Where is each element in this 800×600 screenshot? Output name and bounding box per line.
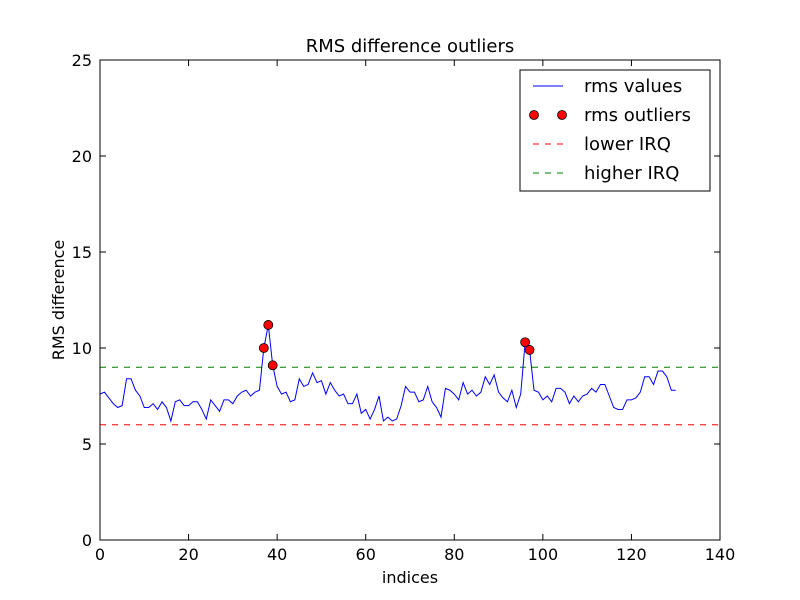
axes-frame — [99, 59, 721, 541]
y-tick-label: 15 — [72, 243, 92, 262]
rms-outlier-point — [524, 345, 535, 355]
legend-label-rms-values: rms values — [584, 76, 682, 97]
y-tick-label: 25 — [72, 51, 92, 70]
legend-swatch-rms-outliers-marker-1 — [529, 110, 539, 120]
x-tick-label: 80 — [444, 545, 464, 564]
legend-label-higher-irq: higher IRQ — [584, 163, 679, 184]
x-tick-label: 60 — [356, 545, 376, 564]
y-axis-label: RMS difference — [49, 240, 68, 360]
x-tick-label: 0 — [95, 545, 105, 564]
rms-outlier-point — [520, 337, 531, 348]
x-axis-label: indices — [382, 568, 438, 587]
axes: 0 20 40 60 80 100 120 140 0 5 10 15 20 25 — [72, 51, 736, 564]
y-tick-label: 10 — [72, 339, 92, 358]
plot-area — [100, 320, 720, 426]
x-tick-label: 100 — [528, 545, 559, 564]
legend-box — [519, 69, 711, 192]
y-tick-label: 0 — [82, 531, 92, 550]
rms-outlier-point — [263, 320, 274, 330]
x-tick-label: 20 — [178, 545, 198, 564]
x-tick-label: 140 — [705, 545, 736, 564]
rms-values-line — [100, 324, 676, 423]
y-tick-label: 5 — [82, 435, 92, 454]
chart-title: RMS difference outliers — [306, 36, 515, 57]
legend: rms values rms outliers lower IRQ higher… — [519, 69, 711, 192]
legend-label-rms-outliers: rms outliers — [584, 105, 691, 126]
x-tick-label: 120 — [616, 545, 647, 564]
plot-clip-group — [100, 324, 720, 426]
rms-outlier-point — [267, 360, 278, 371]
y-tick-label: 20 — [72, 147, 92, 166]
x-tick-label: 40 — [267, 545, 287, 564]
legend-label-lower-irq: lower IRQ — [584, 134, 671, 155]
rms-outlier-point — [258, 343, 269, 353]
legend-swatch-rms-outliers-marker-2 — [557, 110, 567, 120]
